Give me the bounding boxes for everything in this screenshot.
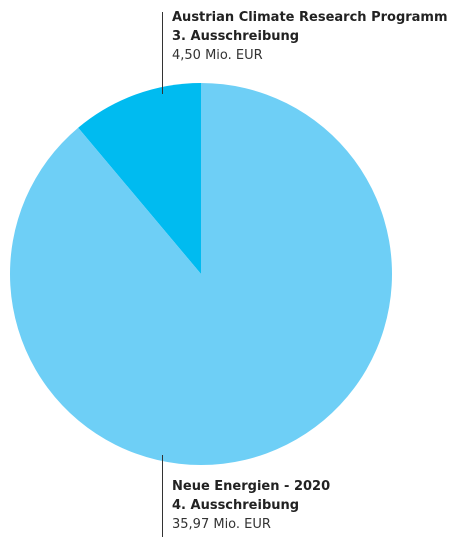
slice-label-neue-energien-subtitle: 4. Ausschreibung <box>172 498 300 513</box>
leader-line-bottom <box>162 455 163 537</box>
slice-label-acrp-subtitle: 3. Ausschreibung <box>172 29 300 44</box>
leader-line-top <box>162 12 163 94</box>
slice-label-acrp-title: Austrian Climate Research Programm <box>172 10 448 25</box>
slice-label-neue-energien-value: 35,97 Mio. EUR <box>172 517 271 532</box>
slice-label-acrp: Austrian Climate Research Programm 3. Au… <box>172 8 448 65</box>
pie-slice-neue-energien <box>10 83 393 466</box>
pie-slice-acrp <box>78 83 201 274</box>
slice-label-acrp-value: 4,50 Mio. EUR <box>172 48 263 63</box>
slice-label-neue-energien-title: Neue Energien - 2020 <box>172 479 331 494</box>
slice-label-neue-energien: Neue Energien - 2020 4. Ausschreibung 35… <box>172 477 330 534</box>
